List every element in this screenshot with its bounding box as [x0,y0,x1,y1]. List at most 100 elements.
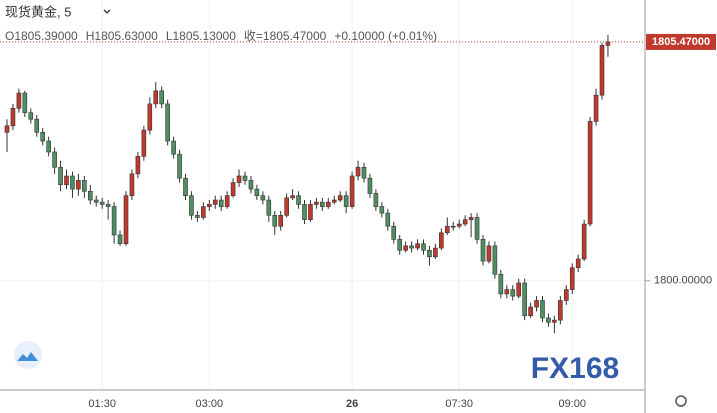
candle-body [284,197,289,216]
candle-body [248,180,254,190]
candle-body [516,282,522,297]
y-tick-label: 1800.00000 [654,275,712,287]
candle-body [290,195,295,199]
x-tick-label: 26 [346,398,358,410]
candle-body [207,204,212,207]
chart-title: 现货黄金, 5 [5,4,71,19]
last-price-label: 1805.47000 [652,36,710,48]
candle-body [421,243,426,251]
candle-body [462,219,468,225]
candle-body [278,215,284,227]
candle-body [444,225,450,234]
title-chevron[interactable] [103,9,111,14]
candle-body [599,45,605,96]
settings-icon[interactable] [675,395,687,407]
candle-body [141,129,147,157]
candle-body [308,204,313,220]
candle-body [528,306,533,317]
candle-body [159,90,164,105]
candle-body [46,140,51,153]
candle-body [70,175,75,190]
candle-body [468,217,474,220]
candle-body [4,125,10,133]
candle-body [403,245,408,251]
candle-body [111,206,117,236]
candle-body [302,204,307,220]
x-tick-label: 03:00 [196,398,224,410]
candle-body [397,239,403,251]
candle-body [373,193,379,207]
candle-body [64,175,69,186]
candle-body [343,195,349,207]
candle-body [325,201,331,207]
candle-body [558,300,563,321]
candle-body [88,190,93,201]
candle-body [581,223,587,260]
legend-item: L1805.13000 [166,29,236,43]
plot-area [0,0,645,390]
candle-body [153,90,159,105]
candle-body [34,118,40,133]
candle-body [427,249,432,258]
candle-body [76,180,81,190]
candle-body [320,201,325,207]
candle-body [563,289,569,301]
candle-body [195,215,200,218]
candle-body [349,175,355,207]
candle-body [415,243,420,249]
logo-icon-shape [17,352,38,361]
candle-body [189,195,194,216]
candle-body [212,199,218,205]
candle-body [22,92,28,113]
candle-body [379,206,385,214]
candle-body [177,153,182,179]
legend-item: O1805.39000 [5,29,78,43]
candle-body [16,92,22,109]
watermark: FX168 [531,352,619,385]
candle-body [129,173,135,196]
logo-icon[interactable] [14,341,42,369]
candle-body [385,212,391,227]
last-price-box [646,33,716,50]
candle-body [28,112,34,120]
candle-body [260,195,266,201]
candle-body [40,132,46,142]
candle-body [218,199,224,207]
candle-body [99,201,105,205]
legend-item: 收=1805.47000 [244,29,327,43]
candle-body [272,215,278,227]
candle-body [147,103,153,131]
candle-body [504,289,510,295]
candle-body [605,41,611,46]
candle-body [58,166,63,186]
x-tick-label: 01:30 [88,398,116,410]
candle-body [409,245,414,249]
candle-body [534,300,539,308]
candle-body [546,317,551,323]
candle-body [10,108,16,127]
candle-body [183,177,188,196]
candle-body [266,199,272,216]
candle-body [123,195,129,244]
candle-body [82,180,87,192]
candle-body [52,151,57,168]
candle-body [105,204,111,207]
candle-body [456,223,462,227]
candle-body [433,247,438,258]
candle-body [575,258,581,269]
candle-body [314,201,319,205]
candle-body [93,199,99,203]
candle-body [498,273,504,295]
candle-body [331,199,337,203]
candle-body [439,232,444,249]
candle-body [450,225,456,228]
candle-body [236,175,242,183]
candle-body [569,267,575,290]
candle-body [201,206,206,218]
x-tick-label: 09:00 [558,398,586,410]
candle-body [552,319,557,323]
candle-body [593,94,599,122]
candle-body [135,156,141,175]
